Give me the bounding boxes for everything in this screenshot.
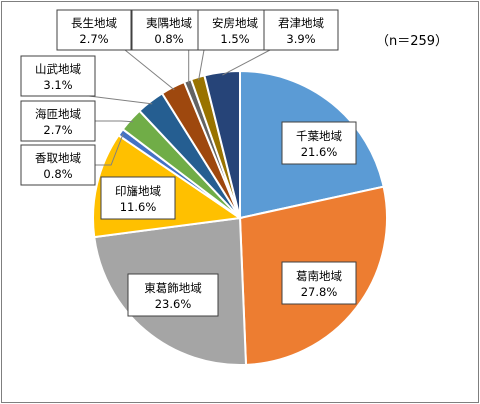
slice-value-label: 3.9% xyxy=(286,32,315,46)
slice-name-label: 長生地域 xyxy=(71,16,117,30)
slice-value-label: 27.8% xyxy=(301,285,338,299)
slice-value-label: 2.7% xyxy=(79,32,108,46)
slice-value-label: 0.8% xyxy=(43,167,72,181)
slice-name-label: 君津地域 xyxy=(278,16,324,30)
slice-value-label: 21.6% xyxy=(301,145,338,159)
slice-name-label: 安房地域 xyxy=(212,16,258,30)
slice-name-label: 葛南地域 xyxy=(296,269,342,283)
leader-line-8 xyxy=(125,50,174,90)
slice-value-label: 0.8% xyxy=(154,32,183,46)
leader-line-7 xyxy=(89,96,152,104)
slice-value-label: 23.6% xyxy=(155,297,192,311)
slice-name-label: 香取地域 xyxy=(35,151,81,165)
slice-name-label: 夷隅地域 xyxy=(146,16,192,30)
slice-value-label: 1.5% xyxy=(220,32,249,46)
slice-value-label: 3.1% xyxy=(43,78,72,92)
slice-name-label: 山武地域 xyxy=(35,62,81,76)
slice-name-label: 千葉地域 xyxy=(296,129,342,143)
leader-line-6 xyxy=(95,121,133,122)
slice-name-label: 東葛飾地域 xyxy=(144,281,202,295)
slice-value-label: 2.7% xyxy=(43,123,72,137)
slice-name-label: 印旛地域 xyxy=(115,184,161,198)
slice-name-label: 海匝地域 xyxy=(35,107,81,121)
slice-value-label: 11.6% xyxy=(120,200,157,214)
sample-size-note: （n＝259） xyxy=(376,34,448,49)
